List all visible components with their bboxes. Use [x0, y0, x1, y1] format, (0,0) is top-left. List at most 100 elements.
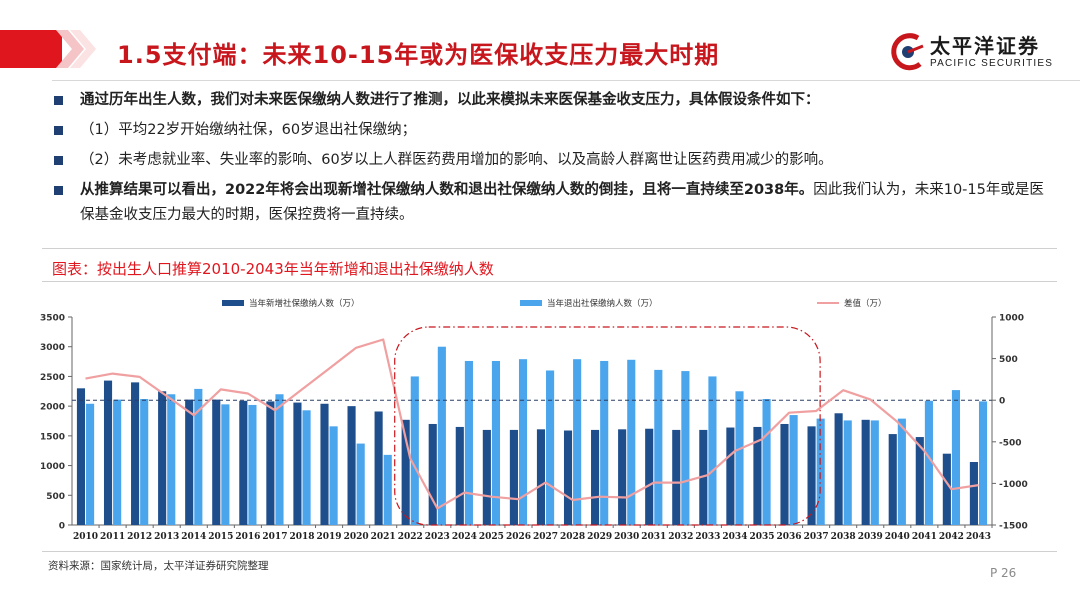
chart: 0 500 1000 1500 2000 2500 3000 3500 -1500 -1000 -5… — [40, 298, 1028, 542]
y-left-tick-label: 3000 — [40, 343, 65, 353]
x-tick-label: 2022 — [398, 532, 423, 542]
y-right-tick-label: -1500 — [999, 522, 1028, 532]
legend-new-label: 当年新增社保缴纳人数（万） — [249, 298, 360, 309]
y-right-tick-label: 0 — [999, 397, 1005, 407]
bar-exit-enrollment — [383, 454, 392, 525]
bar-exit-enrollment — [843, 420, 852, 525]
x-tick-label: 2042 — [939, 532, 964, 542]
bar-new-enrollment — [455, 426, 464, 525]
bullet-square-icon — [54, 156, 63, 165]
bullet-square-icon — [54, 126, 63, 135]
logo-english-name: PACIFIC SECURITIES — [930, 58, 1054, 69]
bar-new-enrollment — [347, 406, 356, 525]
bar-exit-enrollment — [437, 346, 446, 525]
bar-exit-enrollment — [275, 394, 284, 525]
bar-exit-enrollment — [356, 443, 365, 525]
x-tick-label: 2026 — [506, 532, 531, 542]
bar-new-enrollment — [482, 429, 491, 525]
bullet-text: 因此我们认为，未来10-15年或是医保基金收支压力最大的时期，医保控费将一直持续… — [80, 182, 1044, 223]
bar-exit-enrollment — [654, 369, 663, 525]
bar-new-enrollment — [76, 388, 86, 525]
bar-new-enrollment — [753, 426, 762, 525]
bar-exit-enrollment — [897, 418, 906, 525]
slide-header: 1.5支付端：未来10-15年或为医保收支压力最大时期 太平洋证券 PACIFI… — [0, 0, 1080, 80]
bar-new-enrollment — [888, 434, 897, 525]
bar-exit-enrollment — [978, 401, 988, 525]
bar-new-enrollment — [591, 429, 600, 525]
bullet-square-icon — [54, 96, 63, 105]
bar-exit-enrollment — [762, 399, 771, 525]
bar-exit-enrollment — [464, 360, 473, 525]
bar-exit-enrollment — [329, 426, 338, 525]
chart-caption: 图表：按出生人口推算2010-2043年当年新增和退出社保缴纳人数 — [52, 260, 494, 278]
bar-exit-enrollment — [248, 404, 257, 525]
x-tick-label: 2029 — [587, 532, 612, 542]
bar-new-enrollment — [807, 426, 816, 525]
bar-new-enrollment — [969, 462, 978, 525]
bar-new-enrollment — [239, 400, 248, 525]
bar-exit-enrollment — [302, 410, 311, 525]
bar-new-enrollment — [509, 429, 518, 525]
bar-new-enrollment — [536, 429, 546, 525]
x-tick-label: 2037 — [804, 532, 829, 542]
bar-exit-enrollment — [167, 394, 176, 525]
slide-title: 1.5支付端：未来10-15年或为医保收支压力最大时期 — [117, 41, 720, 69]
x-tick-label: 2024 — [452, 532, 477, 542]
bar-exit-enrollment — [708, 376, 717, 525]
y-left-tick-label: 2500 — [40, 373, 65, 383]
chart-caption-divider — [42, 281, 1057, 282]
x-tick-label: 2021 — [371, 532, 396, 542]
y-left-tick-label: 1000 — [40, 462, 65, 472]
red-tab-decoration — [0, 30, 62, 68]
highlight-period-box — [394, 326, 821, 526]
x-tick-label: 2034 — [722, 532, 747, 542]
x-tick-label: 2035 — [749, 532, 774, 542]
bar-new-enrollment — [645, 428, 654, 525]
bar-exit-enrollment — [546, 370, 555, 525]
x-tick-label: 2014 — [181, 532, 206, 542]
logo-chinese-name: 太平洋证券 — [930, 34, 1040, 58]
chevron-decoration-icon — [56, 30, 96, 68]
bar-new-enrollment — [726, 427, 735, 525]
bar-new-enrollment — [374, 411, 383, 525]
bar-exit-enrollment — [410, 376, 419, 525]
x-tick-label: 2015 — [208, 532, 233, 542]
y-left-tick-label: 3500 — [40, 314, 65, 324]
y-left-tick-label: 1500 — [40, 432, 65, 442]
bullet-list: 通过历年出生人数，我们对未来医保缴纳人数进行了推测，以此来模拟未来医保基金收支压… — [52, 88, 1052, 233]
bar-exit-enrollment — [86, 403, 95, 525]
x-tick-label: 2011 — [100, 532, 125, 542]
bar-new-enrollment — [942, 453, 951, 525]
bar-new-enrollment — [320, 403, 329, 525]
footer-divider — [42, 551, 1057, 552]
x-tick-label: 2028 — [560, 532, 585, 542]
bar-exit-enrollment — [870, 420, 879, 525]
x-tick-label: 2013 — [154, 532, 179, 542]
chart-top-divider — [42, 248, 1057, 249]
x-tick-label: 2031 — [641, 532, 666, 542]
bullet-text: 通过历年出生人数，我们对未来医保缴纳人数进行了推测，以此来模拟未来医保基金收支压… — [80, 92, 820, 108]
bullet-bold-text: 从推算结果可以看出，2022年将会出现新增社保缴纳人数和退出社保缴纳人数的倒挂，… — [80, 182, 814, 198]
bar-exit-enrollment — [951, 390, 961, 525]
legend-new-swatch — [222, 300, 244, 306]
company-logo: 太平洋证券 PACIFIC SECURITIES — [890, 30, 1070, 74]
bar-new-enrollment — [293, 402, 302, 525]
bar-exit-enrollment — [600, 360, 609, 525]
bar-new-enrollment — [915, 437, 924, 525]
x-tick-label: 2017 — [262, 532, 287, 542]
source-note: 资料来源：国家统计局，太平洋证券研究院整理 — [48, 560, 269, 572]
x-tick-label: 2036 — [777, 532, 802, 542]
bar-exit-enrollment — [681, 371, 690, 525]
legend-diff-label: 差值（万） — [844, 298, 887, 309]
x-tick-label: 2040 — [885, 532, 910, 542]
bar-new-enrollment — [563, 430, 573, 525]
x-tick-label: 2032 — [668, 532, 693, 542]
bullet-item: 通过历年出生人数，我们对未来医保缴纳人数进行了推测，以此来模拟未来医保基金收支压… — [52, 88, 1052, 113]
bullet-item: 从推算结果可以看出，2022年将会出现新增社保缴纳人数和退出社保缴纳人数的倒挂，… — [52, 178, 1052, 228]
pacific-logo-icon — [891, 33, 924, 71]
legend-exit-swatch — [520, 300, 542, 306]
bar-exit-enrollment — [140, 399, 149, 525]
x-tick-label: 2030 — [614, 532, 639, 542]
bullet-item: （1）平均22岁开始缴纳社保，60岁退出社保缴纳； — [52, 118, 1052, 143]
legend-exit-label: 当年退出社保缴纳人数（万） — [547, 298, 658, 309]
